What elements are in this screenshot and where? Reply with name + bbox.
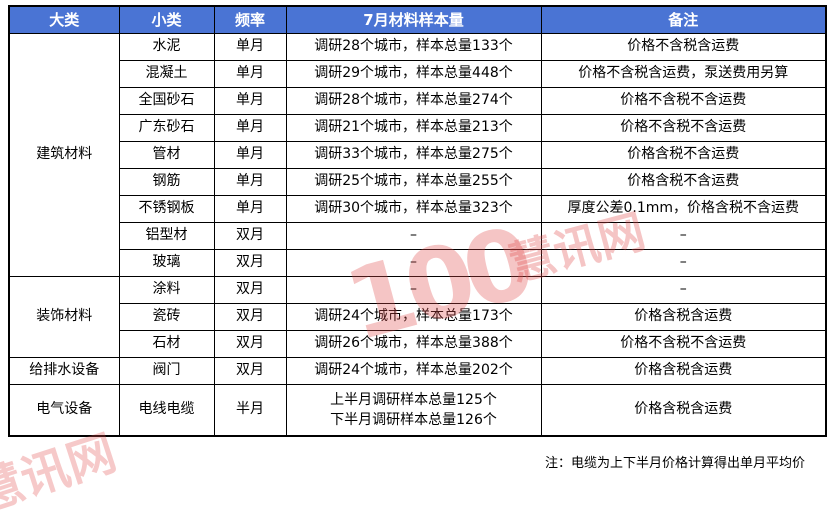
table-row: 管材 单月 调研33个城市，样本总量275个 价格含税不含运费	[9, 141, 827, 169]
note-cell: 价格含税含运费	[540, 357, 827, 385]
table-row: 建筑材料 水泥 单月 调研28个城市，样本总量133个 价格不含税含运费	[8, 33, 827, 277]
frequency-cell: 单月	[213, 60, 287, 88]
sample-line-1: 上半月调研样本总量125个	[330, 391, 497, 408]
sample-cell: 调研30个城市，样本总量323个	[285, 195, 542, 223]
sample-cell: 调研28个城市，样本总量133个	[285, 33, 542, 61]
subcategory-cell: 钢筋	[118, 168, 215, 196]
col-header-remarks: 备注	[540, 5, 827, 34]
sample-cell: 调研28个城市，样本总量274个	[285, 87, 542, 115]
frequency-cell: 单月	[213, 195, 287, 223]
note-cell: 价格含税含运费	[540, 303, 827, 331]
sample-cell: –	[285, 249, 542, 277]
frequency-cell: 单月	[213, 33, 287, 61]
table-row: 玻璃 双月 – –	[9, 249, 827, 277]
subcategory-cell: 涂料	[118, 276, 215, 304]
frequency-cell: 双月	[213, 330, 287, 358]
sample-cell: 调研21个城市，样本总量213个	[285, 114, 542, 142]
table-row: 全国砂石 单月 调研28个城市，样本总量274个 价格不含税不含运费	[9, 87, 827, 115]
category-cell-decoration-materials: 装饰材料	[8, 276, 120, 358]
frequency-cell: 单月	[213, 141, 287, 169]
table-row: 广东砂石 单月 调研21个城市，样本总量213个 价格不含税不含运费	[9, 114, 827, 142]
subcategory-cell: 玻璃	[118, 249, 215, 277]
sample-cell: 调研26个城市，样本总量388个	[285, 330, 542, 358]
subcategory-cell: 管材	[118, 141, 215, 169]
subcategory-cell: 混凝土	[118, 60, 215, 88]
subcategory-cell: 瓷砖	[118, 303, 215, 331]
frequency-cell: 双月	[213, 249, 287, 277]
sample-cell: 上半月调研样本总量125个 下半月调研样本总量126个	[285, 384, 542, 437]
subcategory-cell: 全国砂石	[118, 87, 215, 115]
table-row: 铝型材 双月 – –	[9, 222, 827, 250]
sample-line-2: 下半月调研样本总量126个	[330, 412, 497, 428]
subcategory-cell: 水泥	[118, 33, 215, 61]
note-cell: 价格不含税不含运费	[540, 87, 827, 115]
frequency-cell: 单月	[213, 114, 287, 142]
sample-cell: –	[285, 276, 542, 304]
note-cell: 价格含税不含运费	[540, 141, 827, 169]
note-cell: –	[540, 276, 827, 304]
note-cell: 厚度公差0.1mm，价格含税不含运费	[540, 195, 827, 223]
frequency-cell: 双月	[213, 222, 287, 250]
category-cell-plumbing-equipment: 给排水设备	[8, 357, 120, 385]
frequency-cell: 双月	[213, 357, 287, 385]
subcategory-cell: 石材	[118, 330, 215, 358]
frequency-cell: 双月	[213, 303, 287, 331]
subcategory-cell: 广东砂石	[118, 114, 215, 142]
col-header-subcategory: 小类	[118, 5, 215, 34]
table-row: 混凝土 单月 调研29个城市，样本总量448个 价格不含税含运费，泵送费用另算	[9, 60, 827, 88]
frequency-cell: 双月	[213, 276, 287, 304]
sample-cell: 调研33个城市，样本总量275个	[285, 141, 542, 169]
table-row: 装饰材料 涂料 双月 – –	[8, 276, 827, 358]
col-header-frequency: 频率	[213, 5, 287, 34]
note-cell: 价格含税不含运费	[540, 168, 827, 196]
table-row: 不锈钢板 单月 调研30个城市，样本总量323个 厚度公差0.1mm，价格含税不…	[9, 195, 827, 223]
table-row: 电气设备 电线电缆 半月 上半月调研样本总量125个 下半月调研样本总量126个…	[8, 384, 827, 437]
cable-price-footnote: 注：电缆为上下半月价格计算得出单月平均价	[545, 456, 806, 471]
subcategory-cell: 不锈钢板	[118, 195, 215, 223]
note-cell: –	[540, 249, 827, 277]
materials-survey-table: 大类 小类 频率 7月材料样本量 备注 建筑材料 水泥 单月 调研28个城市，样…	[8, 5, 827, 437]
note-cell: –	[540, 222, 827, 250]
subcategory-cell: 阀门	[118, 357, 215, 385]
table-row: 给排水设备 阀门 双月 调研24个城市，样本总量202个 价格含税含运费	[8, 357, 827, 385]
sample-cell: 调研24个城市，样本总量173个	[285, 303, 542, 331]
table-row: 石材 双月 调研26个城市，样本总量388个 价格不含税不含运费	[9, 330, 827, 358]
frequency-cell: 半月	[213, 384, 287, 437]
sample-cell: –	[285, 222, 542, 250]
category-cell-building-materials: 建筑材料	[8, 33, 120, 277]
note-cell: 价格不含税不含运费	[540, 114, 827, 142]
table-row: 瓷砖 双月 调研24个城市，样本总量173个 价格含税含运费	[9, 303, 827, 331]
subcategory-cell: 电线电缆	[118, 384, 215, 437]
frequency-cell: 单月	[213, 87, 287, 115]
sample-cell: 调研24个城市，样本总量202个	[285, 357, 542, 385]
sample-cell: 调研29个城市，样本总量448个	[285, 60, 542, 88]
note-cell: 价格不含税含运费	[540, 33, 827, 61]
note-cell: 价格不含税含运费，泵送费用另算	[540, 60, 827, 88]
col-header-category: 大类	[8, 5, 120, 34]
note-cell: 价格不含税不含运费	[540, 330, 827, 358]
header-row: 大类 小类 频率 7月材料样本量 备注	[8, 5, 827, 34]
note-cell: 价格含税含运费	[540, 384, 827, 437]
category-cell-electrical-equipment: 电气设备	[8, 384, 120, 437]
col-header-sample-size: 7月材料样本量	[285, 5, 542, 34]
table-row: 钢筋 单月 调研25个城市，样本总量255个 价格含税不含运费	[9, 168, 827, 196]
frequency-cell: 单月	[213, 168, 287, 196]
subcategory-cell: 铝型材	[118, 222, 215, 250]
sample-cell: 调研25个城市，样本总量255个	[285, 168, 542, 196]
